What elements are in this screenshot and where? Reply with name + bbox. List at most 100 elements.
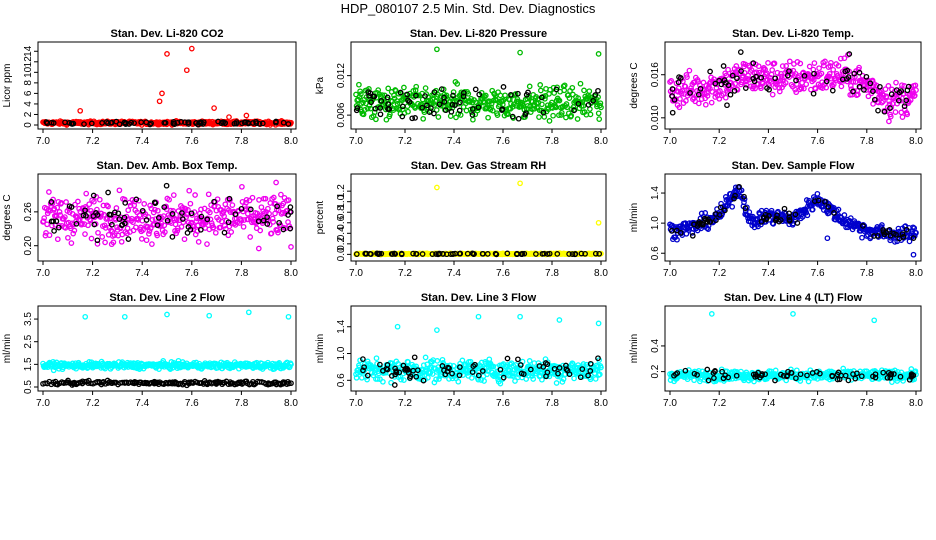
y-tick-label: 12 <box>23 56 34 68</box>
data-point <box>539 101 545 108</box>
data-point <box>803 81 810 88</box>
highlight-point <box>83 212 89 219</box>
data-point <box>811 60 818 66</box>
highlight-point <box>151 199 158 206</box>
y-tick-label: 0.5 <box>23 380 34 394</box>
data-point <box>146 228 153 234</box>
data-point <box>186 187 193 194</box>
data-point <box>275 229 281 236</box>
data-point <box>162 229 168 235</box>
data-point <box>136 212 143 219</box>
data-point <box>695 100 702 107</box>
data-point <box>44 221 50 228</box>
highlight-point <box>772 75 779 82</box>
outlier-point <box>159 90 165 97</box>
highlight-point <box>725 82 732 89</box>
highlight-point <box>734 75 740 82</box>
data-point <box>847 82 854 89</box>
data-point <box>450 89 457 95</box>
data-point <box>855 91 861 98</box>
y-axis-label: degrees C <box>2 194 13 240</box>
data-point <box>116 187 123 194</box>
data-point <box>865 93 872 100</box>
outlier-point <box>517 180 523 187</box>
highlight-point <box>442 107 449 114</box>
data-point <box>758 85 764 92</box>
data-point <box>422 85 429 91</box>
data-point <box>879 91 886 98</box>
data-point <box>124 230 130 237</box>
y-tick-label: 1.4 <box>336 319 347 333</box>
highlight-point <box>903 97 910 104</box>
highlight-point <box>895 97 902 104</box>
highlight-point <box>441 94 447 101</box>
data-point <box>899 114 906 120</box>
data-point <box>822 58 828 65</box>
highlight-point <box>476 91 483 98</box>
y-tick-label: 0.016 <box>650 62 661 87</box>
outlier-point <box>183 67 190 74</box>
highlight-point <box>720 63 727 69</box>
outlier-point <box>273 179 279 186</box>
highlight-point <box>274 203 280 210</box>
data-point <box>793 81 800 87</box>
data-point <box>577 80 584 87</box>
outlier-point <box>121 313 128 320</box>
highlight-point <box>232 211 239 218</box>
highlight-point <box>377 111 384 118</box>
highlight-point <box>247 206 254 213</box>
data-point <box>86 201 93 208</box>
panel-title: Stan. Dev. Gas Stream RH <box>411 160 547 172</box>
plot-frame <box>664 41 922 130</box>
data-point <box>355 96 362 103</box>
data-point <box>708 99 715 106</box>
highlight-point <box>70 120 77 127</box>
x-tick-label: 7.2 <box>86 268 100 279</box>
data-point <box>256 212 263 219</box>
data-point <box>682 83 689 90</box>
highlight-point <box>225 219 232 226</box>
highlight-point <box>164 217 171 224</box>
data-point <box>765 60 771 66</box>
data-point <box>181 236 188 243</box>
highlight-point <box>404 91 410 98</box>
data-point <box>702 101 709 108</box>
highlight-point <box>424 102 430 109</box>
data-point <box>54 204 61 211</box>
highlight-point <box>810 90 817 97</box>
data-point <box>801 85 807 92</box>
highlight-point <box>786 68 792 74</box>
data-point <box>667 79 673 85</box>
data-point <box>880 98 886 105</box>
highlight-point <box>450 92 456 99</box>
highlight-point <box>823 78 830 85</box>
data-point <box>883 93 890 100</box>
data-point <box>580 103 587 109</box>
highlight-point <box>138 119 145 126</box>
data-point <box>94 241 101 247</box>
highlight-point <box>716 77 723 84</box>
highlight-point <box>185 224 192 230</box>
panel-5: Stan. Dev. Gas Stream RH7.0 7.2 7.4 7.6 7.8 8… <box>315 160 608 279</box>
outlier-point <box>164 51 170 57</box>
main-title: HDP_080107 2.5 Min. Std. Dev. Diagnostic… <box>340 1 596 16</box>
data-point <box>387 111 393 118</box>
data-point <box>99 234 106 240</box>
data-point <box>435 114 442 120</box>
data-point <box>904 111 911 118</box>
x-tick-label: 7.2 <box>398 398 412 409</box>
data-point <box>837 55 844 62</box>
data-point <box>519 100 526 106</box>
x-tick-label: 7.2 <box>712 398 726 409</box>
data-point <box>288 244 294 250</box>
data-point <box>63 199 69 205</box>
data-points <box>667 183 919 258</box>
data-point <box>238 217 245 224</box>
highlight-point <box>871 96 878 103</box>
data-point <box>536 114 542 120</box>
data-point <box>700 79 707 86</box>
highlight-point <box>764 85 770 91</box>
highlight-point <box>354 105 361 112</box>
x-tick-label: 7.8 <box>234 398 248 409</box>
